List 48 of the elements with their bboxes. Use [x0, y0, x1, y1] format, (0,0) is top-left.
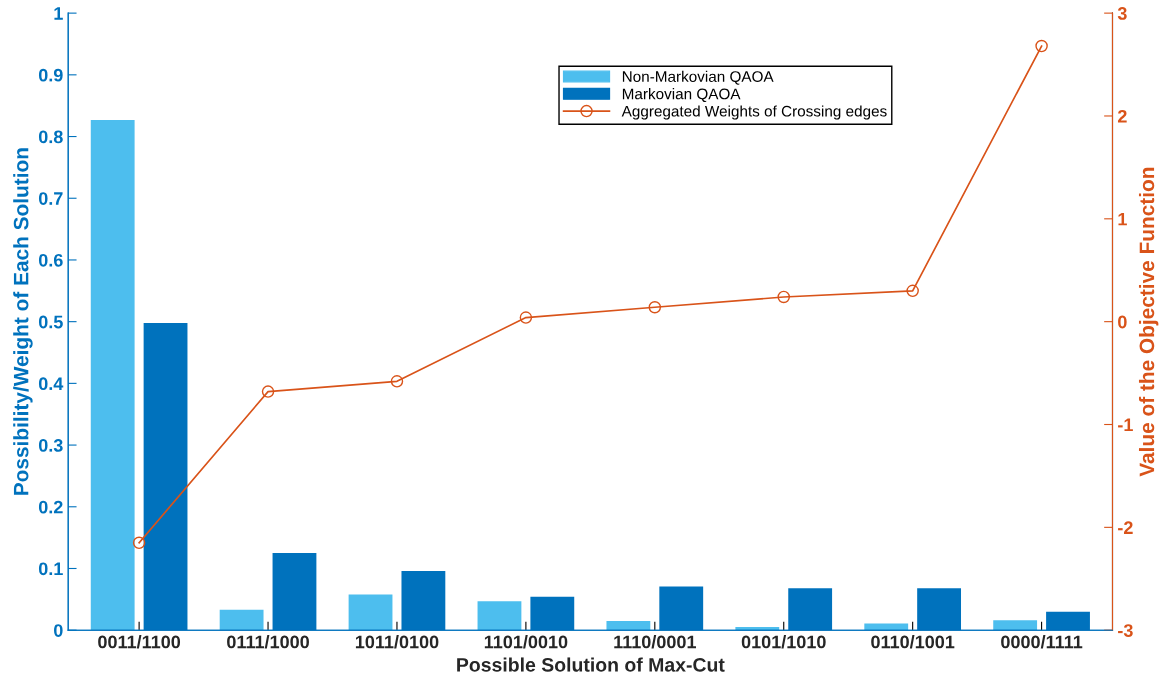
y-axis-title: Possibility/Weight of Each Solution: [13, 148, 33, 495]
point: [261, 385, 275, 398]
y-tick-label: 0.7: [38, 192, 63, 205]
y2-tick-label: -3: [1118, 624, 1133, 637]
y-tick-label: 0.8: [38, 130, 63, 144]
y-tick-label: 0.3: [38, 439, 63, 452]
point: [777, 290, 790, 304]
bar: [864, 623, 909, 631]
legend-label: Aggregated Weights of Crossing edges: [621, 105, 887, 120]
point: [132, 536, 146, 550]
bar: [348, 594, 393, 631]
x-tick-label: 0101/1010: [741, 635, 826, 649]
point: [906, 284, 919, 298]
y2-axis-title: Value of the Objective Function: [1138, 167, 1159, 477]
x-tick-label: 1101/0010: [484, 635, 568, 649]
point: [519, 311, 533, 324]
bar: [477, 601, 522, 631]
x-tick-label: 0000/1111: [1001, 635, 1083, 649]
legend-label: Non-Markovian QAOA: [622, 70, 774, 85]
y2-tick-label: -2: [1118, 521, 1133, 534]
x-tick-label: 1110/0001: [614, 635, 696, 649]
bar: [606, 620, 651, 631]
y2-tick-label: 1: [1118, 212, 1127, 226]
point: [1035, 39, 1048, 53]
y2-tick-label: 0: [1118, 315, 1127, 329]
bar: [735, 627, 780, 631]
y-tick-label: 0.4: [38, 377, 64, 391]
y-tick-label: 0.9: [38, 68, 63, 82]
x-tick-label: 0111/1000: [227, 635, 309, 649]
point: [648, 301, 662, 314]
y2-tick-label: 2: [1117, 109, 1127, 123]
bar: [90, 119, 135, 631]
y-tick-label: 0.6: [38, 253, 63, 267]
y-tick-label: 1: [54, 7, 63, 20]
x-tick-label: 1011/0100: [355, 635, 439, 649]
bar: [219, 609, 264, 631]
y-tick-label: 0.5: [38, 315, 63, 329]
x-tick-label: 0110/1001: [871, 635, 955, 649]
bar: [993, 620, 1038, 631]
y2-tick-label: 3: [1117, 7, 1127, 20]
y-tick-label: 0.2: [38, 500, 63, 514]
legend-label: Markovian QAOA: [622, 88, 741, 103]
y-tick-label: 0: [54, 624, 63, 637]
x-axis-title: Possible Solution of Max-Cut: [457, 657, 725, 672]
point: [390, 375, 404, 388]
x-tick-label: 0011/1100: [98, 635, 181, 649]
y-tick-label: 0.1: [38, 562, 63, 576]
y2-tick-label: -1: [1118, 418, 1133, 432]
